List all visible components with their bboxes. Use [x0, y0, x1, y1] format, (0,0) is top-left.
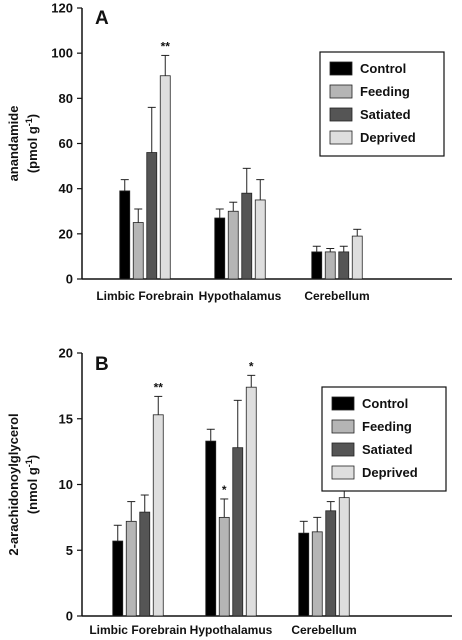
bar [119, 190, 131, 280]
x-category-label: Cerebellum [304, 289, 369, 303]
bar [338, 251, 350, 280]
bar [311, 251, 323, 280]
legend-swatch [329, 84, 353, 99]
bar [351, 235, 363, 280]
bar [132, 222, 144, 280]
bar [205, 440, 217, 617]
chart-panel-b: 0 5 10 15 20 B 2-arachidonoylglycerol (nmol g-1… [6, 346, 452, 637]
significance-mark: ** [154, 380, 164, 394]
y-tick-label: 40 [59, 181, 73, 196]
significance-mark: * [222, 483, 227, 497]
legend-swatch [331, 465, 355, 480]
y-tick-label: 80 [59, 91, 73, 106]
y-axis-label: 2-arachidonoylglycerol [6, 413, 21, 555]
bar [218, 516, 230, 617]
bar [159, 75, 171, 280]
bar [324, 251, 336, 280]
x-category-label: Limbic Forebrain [96, 289, 193, 303]
y-tick-label: 20 [59, 226, 73, 241]
y-tick-label: 10 [59, 477, 73, 492]
legend-label: Deprived [362, 465, 418, 480]
bar [125, 520, 137, 617]
legend-swatch [331, 419, 355, 434]
legend: Control Feeding Satiated Deprived [319, 51, 445, 157]
bar [139, 511, 151, 617]
bar [311, 531, 323, 617]
bar [254, 199, 266, 280]
legend-swatch [329, 130, 353, 145]
legend-label: Feeding [360, 84, 410, 99]
y-tick-label: 60 [59, 136, 73, 151]
bar [245, 386, 257, 617]
y-tick-label: 0 [66, 609, 73, 624]
x-category-label: Hypothalamus [199, 289, 282, 303]
panel-letter: A [95, 8, 109, 29]
y-tick-label: 100 [51, 46, 73, 61]
x-category-label: Limbic Forebrain [89, 623, 186, 637]
y-axis-unit: (pmol g-1) [24, 114, 40, 173]
bar [227, 210, 239, 280]
bar [214, 217, 226, 280]
bar [338, 497, 350, 617]
y-axis-label: anandamide [6, 106, 21, 182]
legend-swatch [331, 442, 355, 457]
bar [241, 192, 253, 280]
legend-label: Satiated [360, 107, 411, 122]
legend-label: Control [362, 396, 408, 411]
y-tick-label: 5 [66, 543, 73, 558]
y-tick-label: 20 [59, 346, 73, 361]
bar [298, 532, 310, 617]
legend-label: Control [360, 61, 406, 76]
bar [146, 152, 158, 280]
legend-swatch [329, 107, 353, 122]
y-tick-label: 120 [51, 1, 73, 16]
bar [232, 447, 244, 617]
y-axis-unit: (nmol g-1) [24, 455, 40, 514]
legend: Control Feeding Satiated Deprived [321, 386, 447, 492]
legend-label: Satiated [362, 442, 413, 457]
x-category-label: Cerebellum [291, 623, 356, 637]
significance-mark: * [249, 359, 254, 373]
significance-mark: ** [161, 39, 171, 53]
legend-swatch [331, 396, 355, 411]
y-tick-label: 0 [66, 272, 73, 287]
panel-letter: B [95, 354, 109, 375]
legend-swatch [329, 61, 353, 76]
bar [112, 540, 124, 617]
legend-label: Deprived [360, 130, 416, 145]
legend-label: Feeding [362, 419, 412, 434]
y-tick-label: 15 [59, 411, 73, 426]
x-category-label: Hypothalamus [190, 623, 273, 637]
bar [325, 510, 337, 617]
bar [152, 414, 164, 617]
